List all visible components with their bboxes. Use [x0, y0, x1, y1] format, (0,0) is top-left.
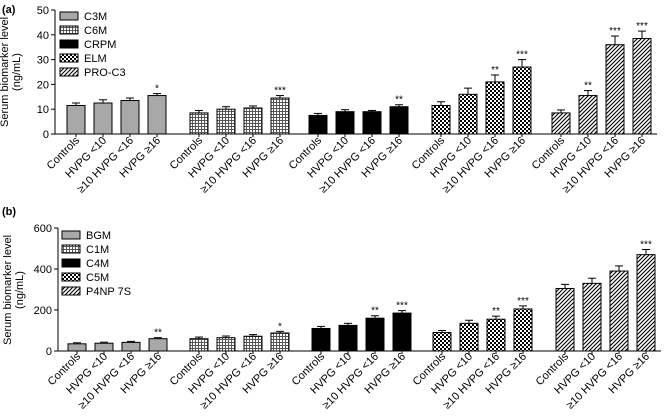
- bar: [308, 114, 328, 135]
- bar: [551, 112, 571, 135]
- bar: [555, 287, 575, 352]
- y-tick-label: 600: [34, 223, 52, 235]
- y-axis-label: Serum biomarker level: [2, 235, 14, 345]
- bar: [335, 111, 355, 135]
- legend-swatch: [61, 244, 81, 254]
- significance-label: ***: [609, 26, 621, 37]
- y-axis-label-units: (ng/mL): [14, 271, 26, 309]
- legend-label: C3M: [84, 11, 107, 23]
- significance-label: ***: [636, 21, 648, 32]
- bar: [121, 341, 141, 352]
- y-tick-label: 0: [46, 346, 52, 358]
- bar: [636, 254, 656, 352]
- bar: [632, 38, 652, 135]
- bar: [459, 322, 479, 352]
- bar: [578, 95, 598, 135]
- significance-label: ***: [640, 240, 652, 251]
- significance-label: *: [155, 84, 159, 95]
- legend-label: PRO-C3: [84, 67, 126, 79]
- legend-swatch: [61, 230, 81, 240]
- bar: [94, 342, 114, 352]
- bar: [605, 44, 625, 135]
- bar: [311, 327, 331, 352]
- bar: [392, 312, 412, 352]
- y-tick-label: 200: [34, 305, 52, 317]
- panel-b: (b) Serum biomarker level (ng/mL) 0 200 400 60…: [2, 206, 661, 412]
- legend-swatch: [59, 67, 79, 77]
- significance-label: **: [395, 95, 403, 106]
- bar: [270, 97, 290, 135]
- bar: [486, 318, 506, 352]
- legend-label: C6M: [84, 25, 107, 37]
- bar: [512, 66, 532, 135]
- bar: [431, 104, 451, 135]
- y-axis-label: Serum biomarker level: [0, 17, 11, 127]
- y-axis-label-units: (ng/mL): [11, 53, 23, 91]
- legend-label: C4M: [86, 258, 109, 270]
- bar: [120, 100, 140, 135]
- bar: [582, 282, 602, 352]
- significance-label: ***: [274, 86, 286, 97]
- legend-swatch: [61, 272, 81, 282]
- bar: [389, 106, 409, 135]
- significance-label: **: [492, 306, 500, 317]
- legend-label: P4NP 7S: [86, 286, 131, 298]
- bar: [609, 270, 629, 352]
- bar: [243, 335, 263, 352]
- significance-label: ***: [517, 296, 529, 307]
- significance-label: **: [584, 81, 592, 92]
- panel-a: (a)Serum biomarker level (ng/mL) 0 10 20 30 40…: [0, 4, 657, 196]
- legend-label: C1M: [86, 244, 109, 256]
- significance-label: **: [154, 328, 162, 339]
- panel-label: (b): [2, 206, 16, 218]
- legend-swatch: [61, 286, 81, 296]
- bar: [338, 324, 358, 352]
- legend-swatch: [59, 25, 79, 35]
- bar: [432, 332, 452, 352]
- significance-label: *: [278, 321, 282, 332]
- bar: [189, 338, 209, 352]
- bar: [513, 308, 533, 352]
- bar: [365, 317, 385, 352]
- bar: [216, 337, 236, 352]
- significance-label: ***: [516, 50, 528, 61]
- y-tick-label: 20: [37, 79, 49, 91]
- bar: [243, 107, 263, 135]
- y-tick-label: 50: [37, 5, 49, 17]
- bar: [270, 332, 290, 352]
- legend-label: C5M: [86, 272, 109, 284]
- y-tick-label: 40: [37, 30, 49, 42]
- legend-label: BGM: [86, 230, 111, 242]
- bar: [216, 108, 236, 135]
- significance-label: **: [371, 306, 379, 317]
- legend-label: ELM: [84, 53, 107, 65]
- y-tick-label: 30: [37, 55, 49, 67]
- panel-label: (a): [2, 4, 16, 16]
- bar: [362, 111, 382, 135]
- bar: [148, 338, 168, 352]
- legend-swatch: [59, 53, 79, 63]
- legend-swatch: [61, 258, 81, 268]
- bar: [93, 102, 113, 135]
- bar: [485, 81, 505, 135]
- legend-label: CRPM: [84, 39, 116, 51]
- legend-swatch: [59, 11, 79, 21]
- significance-label: ***: [396, 301, 408, 312]
- bar: [66, 104, 86, 135]
- y-tick-label: 10: [37, 104, 49, 116]
- y-tick-label: 0: [43, 129, 49, 141]
- bar: [189, 112, 209, 135]
- y-tick-label: 400: [34, 264, 52, 276]
- bar: [67, 343, 87, 352]
- significance-label: **: [491, 65, 499, 76]
- bar: [458, 93, 478, 135]
- bar: [147, 95, 167, 135]
- legend-swatch: [59, 39, 79, 49]
